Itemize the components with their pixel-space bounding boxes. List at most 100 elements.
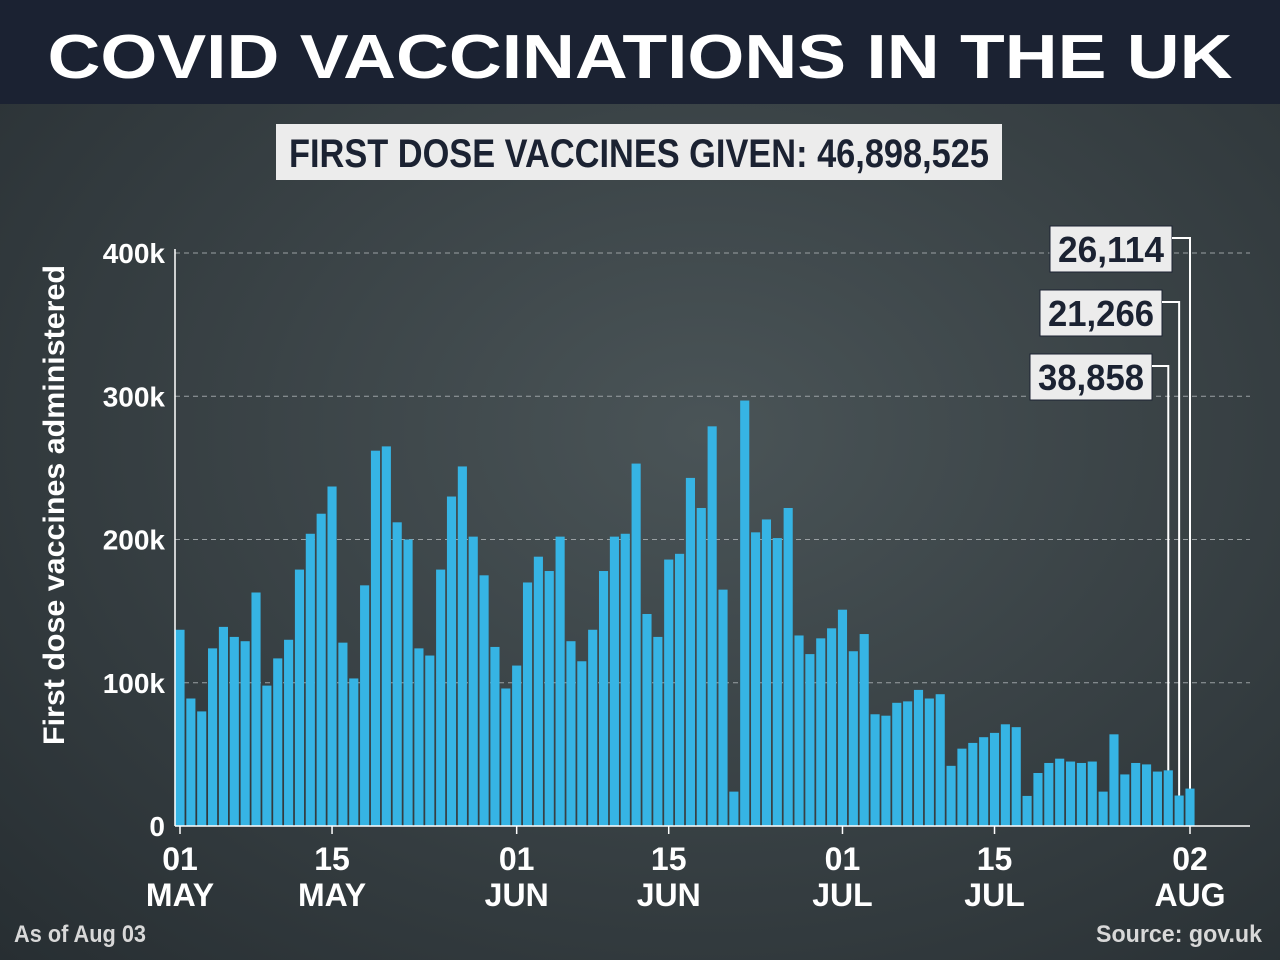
y-axis-label: First dose vaccines administered [38,265,71,745]
bar [870,714,880,826]
bar [1131,762,1141,826]
bar [1087,761,1097,826]
callout-box [1039,289,1163,337]
x-tick-label: 02 AUG [1154,841,1225,913]
data-label: 38,858 [1038,357,1144,398]
callout-line [1162,301,1181,796]
y-tick-label: 300k [103,381,166,412]
x-tick-label: 01 MAY [146,841,214,913]
bar [1141,764,1152,826]
bar [892,702,902,826]
bar [370,450,381,826]
bar [566,641,576,826]
bar [1174,795,1184,826]
bar [729,791,739,826]
bar [229,636,239,826]
bar [522,582,533,826]
bar [436,569,446,826]
callout-line [1172,237,1191,789]
bar [653,636,663,826]
y-tick-label: 200k [103,525,166,556]
bar [1065,761,1076,826]
chart-title: COVID VACCINATIONS IN THE UK [48,23,1233,92]
bar [837,609,848,826]
bar [360,585,370,826]
bar [490,646,500,826]
bar [751,532,761,826]
bar [1120,774,1130,826]
bar [284,639,294,826]
bar [381,446,391,826]
bar [197,711,207,826]
bar [446,496,457,826]
bar [588,629,598,826]
bar [175,629,185,826]
callout-line [1152,365,1170,771]
note: As of Aug 03 [14,921,146,948]
bar [468,536,478,826]
y-tick-label: 100k [103,668,166,699]
bar [414,648,424,826]
bar [675,553,685,826]
callout-box [1029,353,1153,401]
x-tick-label: 15 MAY [298,841,366,913]
bar [533,556,543,826]
bar [316,513,326,826]
bar [1098,791,1108,826]
bar [555,536,565,826]
bar [1109,734,1119,826]
bar [294,569,305,826]
bar [598,571,609,826]
bar [403,539,413,826]
bar [305,533,315,826]
bar [577,661,587,826]
bar [512,665,522,826]
bar [903,701,913,826]
x-tick-label: 01 JUN [485,841,549,913]
bar [989,732,1000,826]
bar [924,698,934,826]
bar [859,634,869,826]
data-label: 21,266 [1048,293,1154,334]
bar [968,742,978,826]
subtitle-box [276,124,1002,180]
bar [338,642,348,826]
bar [1044,762,1054,826]
bar [392,522,402,826]
callout-box [1049,225,1173,273]
bar [1055,758,1065,826]
bar [979,737,989,826]
bar [957,748,967,826]
bar [457,466,467,826]
bar [685,477,695,826]
bar [816,638,826,826]
bar [1076,762,1086,826]
bar [262,685,272,826]
bar [349,678,359,826]
bar [935,694,945,826]
bar [827,628,837,826]
bar [186,698,196,826]
bar [1185,788,1195,826]
bar [848,651,858,826]
bar [208,648,218,826]
bar [273,658,283,826]
bar [1033,772,1043,826]
bar [707,426,717,826]
bar [740,400,750,826]
x-tick-label: 15 JUN [637,841,701,913]
data-label: 26,114 [1058,229,1164,270]
bar [501,688,511,826]
bar [1000,724,1010,826]
bar [718,589,728,826]
bar [664,559,674,826]
bar [240,641,250,826]
source: Source: gov.uk [1096,921,1263,948]
bar [251,592,261,826]
y-tick-label: 400k [103,238,166,269]
bar [544,571,554,826]
bar [218,626,229,826]
subtitle: FIRST DOSE VACCINES GIVEN: 46,898,525 [289,132,989,176]
